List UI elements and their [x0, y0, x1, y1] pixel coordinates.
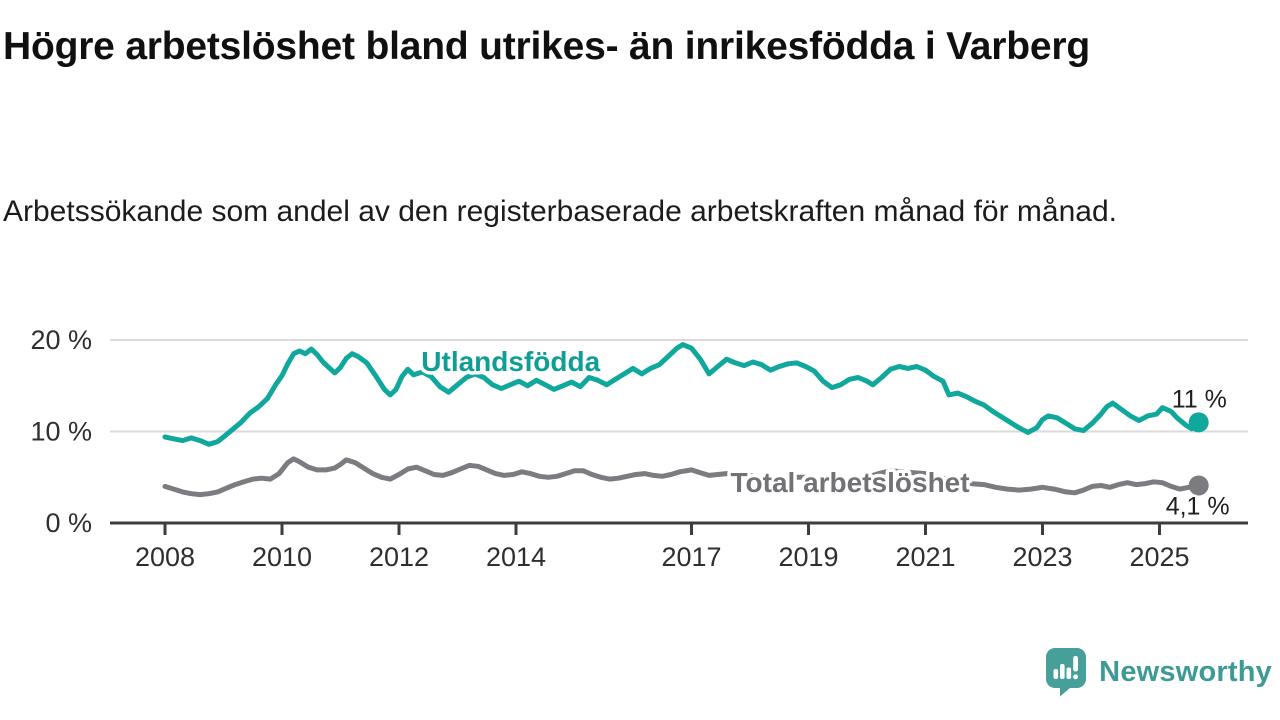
series-end-dot-utlandsfodda [1188, 412, 1209, 433]
y-tick-label: 0 % [45, 508, 92, 538]
x-tick-label: 2014 [486, 542, 546, 572]
series-end-dot-total [1188, 475, 1209, 496]
series-label-total: Total arbetslöshet [730, 467, 969, 498]
series-label-utlandsfodda: Utlandsfödda [421, 346, 600, 377]
y-tick-label: 20 % [30, 325, 92, 355]
x-tick-label: 2021 [895, 542, 955, 572]
newsworthy-logo-icon [1046, 647, 1087, 696]
speech-bubble-shape [1046, 647, 1087, 696]
bar-chart-glyph [1053, 663, 1072, 679]
series-line-utlandsfodda [162, 342, 1202, 447]
series-line-total [162, 456, 1202, 498]
exclamation-glyph [1073, 655, 1079, 679]
x-tick-label: 2025 [1129, 542, 1189, 572]
x-tick-label: 2010 [252, 542, 312, 572]
newsworthy-logo: Newsworthy [1046, 645, 1272, 699]
chart-subtitle: Arbetssökande som andel av den registerb… [3, 195, 1117, 228]
x-tick-label: 2008 [135, 542, 195, 572]
x-tick-label: 2019 [778, 542, 838, 572]
x-tick-label: 2012 [369, 542, 429, 572]
x-tick-label: 2017 [661, 542, 721, 572]
y-tick-label: 10 % [30, 417, 92, 447]
series-end-value-total: 4,1 % [1166, 492, 1230, 520]
series-end-value-utlandsfodda: 11 % [1172, 385, 1227, 413]
chart-title: Högre arbetslöshet bland utrikes- än inr… [3, 25, 1090, 68]
x-tick-label: 2023 [1012, 542, 1072, 572]
newsworthy-wordmark: Newsworthy [1099, 655, 1272, 688]
